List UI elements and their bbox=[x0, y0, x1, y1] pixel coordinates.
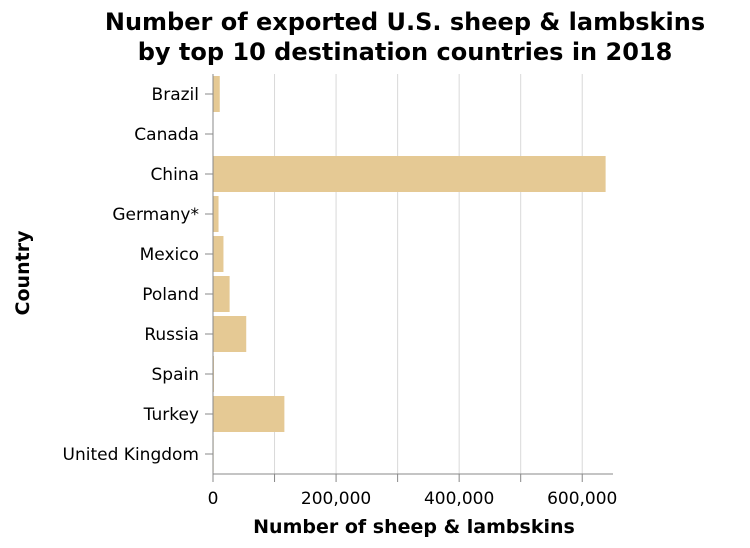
bar-brazil bbox=[213, 76, 220, 112]
x-axis-title: Number of sheep & lambskins bbox=[253, 516, 575, 538]
bar-russia bbox=[213, 316, 247, 352]
chart-title-line-1: Number of exported U.S. sheep & lambskin… bbox=[105, 8, 705, 36]
y-tick-label: Spain bbox=[152, 365, 200, 385]
axes: Brazil Canada China Germany* Mexico Poland Rus… bbox=[63, 74, 617, 509]
y-tick-label: Mexico bbox=[140, 245, 199, 265]
y-tick-label: Brazil bbox=[152, 85, 199, 105]
bar-mexico bbox=[213, 236, 224, 272]
y-tick-label: Russia bbox=[144, 325, 199, 345]
y-axis-title: Country bbox=[12, 230, 34, 316]
y-tick-label: Poland bbox=[142, 285, 199, 305]
y-tick-label: Canada bbox=[134, 125, 199, 145]
gridlines bbox=[274, 74, 583, 474]
bar-china bbox=[213, 156, 606, 192]
x-tick-label: 0 bbox=[208, 489, 219, 509]
bars bbox=[213, 76, 606, 472]
bar-germany bbox=[213, 196, 219, 232]
x-tick-label: 600,000 bbox=[547, 489, 617, 509]
x-tick-label: 400,000 bbox=[424, 489, 494, 509]
x-tick-label: 200,000 bbox=[301, 489, 371, 509]
chart-title-line-2: by top 10 destination countries in 2018 bbox=[138, 38, 673, 66]
bar-turkey bbox=[213, 396, 285, 432]
y-tick-label: Germany* bbox=[112, 205, 199, 225]
y-tick-label: China bbox=[150, 165, 199, 185]
y-tick-label: United Kingdom bbox=[63, 445, 199, 465]
bar-poland bbox=[213, 276, 230, 312]
y-tick-label: Turkey bbox=[143, 405, 199, 425]
